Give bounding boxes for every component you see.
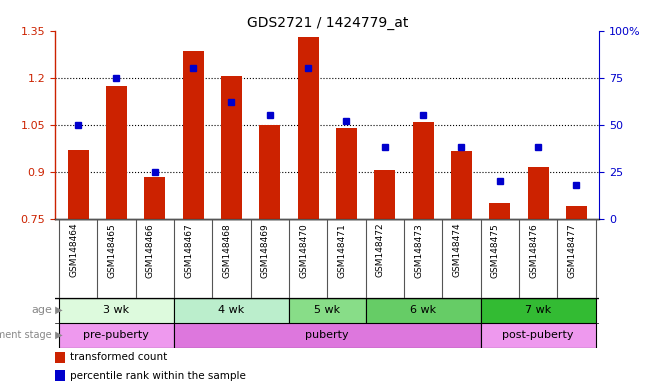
Text: GSM148477: GSM148477 [568, 223, 577, 278]
Text: GSM148474: GSM148474 [452, 223, 461, 278]
Bar [566, 206, 587, 219]
Text: age: age [31, 305, 52, 315]
Text: pre-puberty: pre-puberty [84, 330, 149, 340]
Bar [289, 298, 365, 323]
Text: GSM148468: GSM148468 [222, 223, 231, 278]
Bar [174, 298, 289, 323]
Bar [174, 323, 481, 348]
Text: post-puberty: post-puberty [502, 330, 574, 340]
Bar [67, 150, 89, 219]
Text: GSM148472: GSM148472 [376, 223, 385, 278]
Text: GSM148471: GSM148471 [338, 223, 347, 278]
Bar [374, 170, 395, 219]
Bar [106, 86, 127, 219]
Text: development stage: development stage [0, 330, 52, 340]
Text: GSM148465: GSM148465 [108, 223, 117, 278]
Bar [55, 352, 65, 363]
Text: percentile rank within the sample: percentile rank within the sample [71, 371, 246, 381]
Bar [297, 37, 319, 219]
Text: GSM148464: GSM148464 [69, 223, 78, 278]
Title: GDS2721 / 1424779_at: GDS2721 / 1424779_at [246, 16, 408, 30]
Text: ▶: ▶ [52, 305, 63, 315]
Text: transformed count: transformed count [71, 353, 168, 362]
Bar [59, 298, 174, 323]
Text: ▶: ▶ [52, 330, 63, 340]
Bar [55, 370, 65, 381]
Bar [59, 323, 174, 348]
Text: 7 wk: 7 wk [525, 305, 551, 315]
Bar [145, 177, 165, 219]
Bar [259, 125, 281, 219]
Bar [451, 151, 472, 219]
Text: puberty: puberty [305, 330, 349, 340]
Bar [413, 122, 434, 219]
Text: 5 wk: 5 wk [314, 305, 340, 315]
Bar [365, 298, 481, 323]
Bar [221, 76, 242, 219]
Text: 6 wk: 6 wk [410, 305, 436, 315]
Text: GSM148469: GSM148469 [260, 223, 270, 278]
Text: GSM148475: GSM148475 [491, 223, 500, 278]
Text: GSM148476: GSM148476 [529, 223, 538, 278]
Text: GSM148473: GSM148473 [414, 223, 423, 278]
Text: GSM148466: GSM148466 [146, 223, 155, 278]
Text: 3 wk: 3 wk [103, 305, 130, 315]
Text: 4 wk: 4 wk [218, 305, 244, 315]
Text: GSM148470: GSM148470 [299, 223, 308, 278]
Bar [481, 298, 596, 323]
Bar [489, 203, 510, 219]
Bar [336, 128, 357, 219]
Text: GSM148467: GSM148467 [184, 223, 193, 278]
Bar [527, 167, 549, 219]
Bar [481, 323, 596, 348]
Bar [183, 51, 203, 219]
